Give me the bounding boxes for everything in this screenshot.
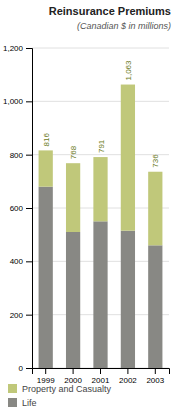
grid-line [32,101,169,102]
title: Reinsurance Premiums [49,5,171,17]
total-labels: 816 768 791 1,063 736 [42,60,161,168]
tick-label: 600 [10,204,24,213]
tick-mark [26,368,32,369]
total-label: 1,063 [124,60,133,81]
legend-swatch [8,384,17,393]
axis-line [26,49,33,369]
tick: 2002 [119,368,137,385]
total-label: 736 [151,154,160,168]
y-axis: 0 200 400 600 800 1,000 1,200 [3,44,33,373]
tick-label: 1,000 [3,97,24,106]
legend-label: Property and Casualty [22,384,112,394]
tick-mark [127,368,128,374]
tick: 200 [10,311,32,320]
tick-mark [45,368,46,374]
chart: Reinsurance Premiums (Canadian $ in milli… [0,0,177,420]
legend: Property and Casualty Life [8,384,112,408]
bars [39,85,163,368]
tick: 600 [10,204,32,213]
tick-mark [73,368,74,374]
tick-label: 2002 [119,376,137,385]
total-label: 816 [42,133,51,147]
tick-mark [26,315,32,316]
tick: 2000 [64,368,82,385]
legend-item: Property and Casualty [8,384,112,394]
tick: 1999 [37,368,55,385]
tick-mark [26,48,32,49]
tick: 1,000 [3,97,32,106]
tick-label: 2003 [146,376,164,385]
tick-label: 400 [10,257,24,266]
tick: 1,200 [3,44,32,53]
tick: 0 [19,364,32,373]
legend-label: Life [22,398,37,408]
tick-label: 0 [19,364,24,373]
tick-label: 1,200 [3,44,24,53]
tick-mark [26,155,32,156]
bar [39,150,53,186]
bar [93,221,107,368]
tick-mark [26,208,32,209]
legend-item: Life [8,398,37,408]
tick-label: 800 [10,151,24,160]
bar [148,172,162,246]
tick-mark [155,368,156,374]
series [39,85,163,246]
legend-swatch [8,398,17,407]
bar [148,245,162,368]
bar [121,85,135,231]
tick-mark [26,101,32,102]
total-label: 791 [97,139,106,153]
tick-mark [100,368,101,374]
tick: 400 [10,257,32,266]
bar [121,231,135,368]
bar [39,187,53,368]
bar [66,163,80,232]
x-axis: 1999 2000 2001 2002 2003 [33,368,170,385]
subtitle: (Canadian $ in millions) [77,21,171,31]
grid-line [32,48,169,49]
total-label: 768 [69,145,78,159]
grid [32,48,169,368]
bar [66,232,80,368]
tick: 2001 [92,368,110,385]
bar [93,157,107,221]
axis-line [33,369,170,375]
tick: 800 [10,151,32,160]
tick: 2003 [146,368,164,385]
tick-label: 200 [10,311,24,320]
tick-mark [26,261,32,262]
